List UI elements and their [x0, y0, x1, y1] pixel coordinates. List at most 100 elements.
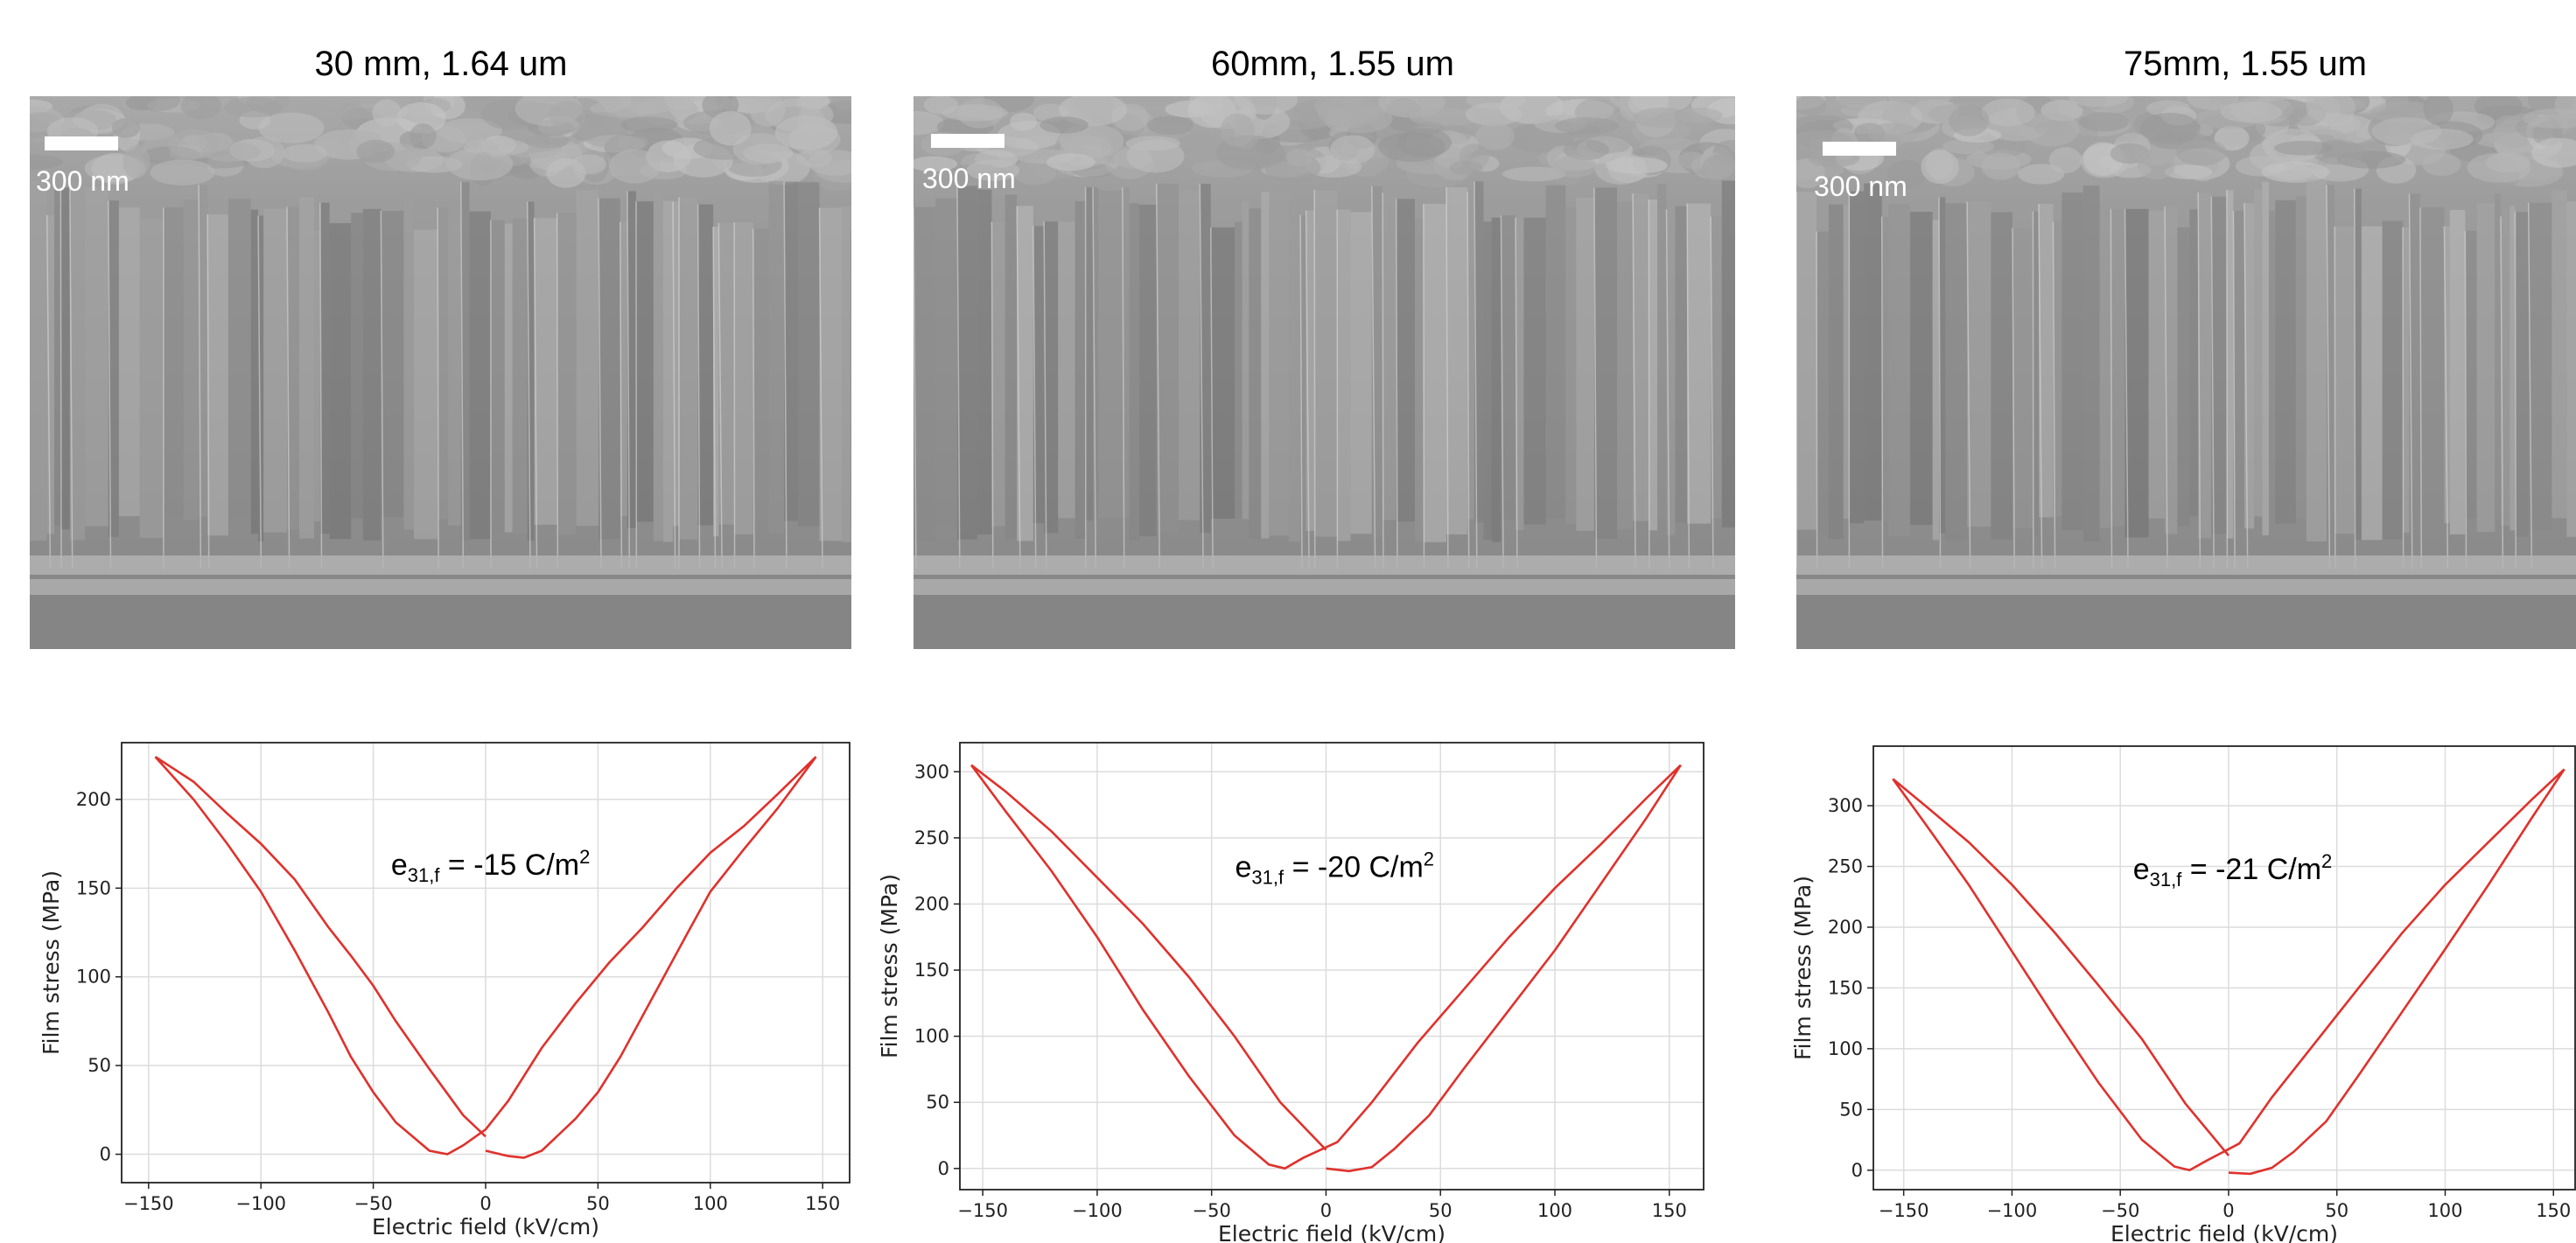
- y-tick-label: 150: [914, 960, 949, 981]
- y-tick-label: 50: [926, 1092, 949, 1113]
- column-edge: [1371, 185, 1376, 569]
- column: [228, 199, 251, 517]
- grain: [2530, 137, 2576, 168]
- column-edge: [2326, 185, 2331, 569]
- column: [2211, 196, 2227, 534]
- grain: [1887, 96, 1951, 108]
- grain: [2137, 150, 2176, 180]
- column: [490, 220, 505, 534]
- column-edge: [2408, 193, 2413, 569]
- column-edge: [2354, 188, 2356, 569]
- column-edge: [2052, 221, 2056, 569]
- grain: [1234, 96, 1298, 115]
- column-edge: [718, 222, 723, 569]
- column-edge: [2419, 207, 2423, 569]
- column-edge: [198, 185, 202, 569]
- column: [1129, 203, 1140, 541]
- column: [163, 207, 184, 517]
- column: [1269, 190, 1289, 536]
- column: [1796, 192, 1817, 530]
- grain: [150, 159, 215, 185]
- column-edge: [696, 204, 701, 569]
- plot-frame: [1872, 745, 2576, 1191]
- grain: [223, 97, 284, 118]
- column: [2110, 208, 2125, 527]
- column: [713, 227, 719, 537]
- grain: [942, 104, 1008, 122]
- column: [2295, 196, 2306, 519]
- column: [1337, 209, 1351, 541]
- column-edge: [1032, 226, 1037, 569]
- x-tick-label: −100: [1987, 1200, 2038, 1221]
- scale-label: 300 nm: [1814, 171, 1908, 202]
- column: [329, 223, 352, 540]
- grain: [396, 101, 446, 134]
- column-edge: [1313, 190, 1316, 569]
- x-tick-label: 100: [1537, 1200, 1572, 1221]
- column: [1474, 181, 1484, 523]
- column: [1828, 204, 1844, 540]
- interface: [1796, 555, 2576, 575]
- grain: [2306, 96, 2356, 124]
- column: [2099, 205, 2111, 528]
- column-edge: [672, 201, 676, 569]
- column: [46, 214, 55, 534]
- x-axis-label: Electric field (kV/cm): [1218, 1221, 1446, 1243]
- grain: [732, 133, 789, 165]
- grain: [2018, 164, 2065, 185]
- x-tick-label: 50: [2325, 1200, 2348, 1221]
- x-tick-label: 100: [693, 1193, 728, 1214]
- grain: [1886, 159, 1927, 190]
- grain: [608, 149, 661, 184]
- grain: [2068, 96, 2129, 108]
- y-axis-label: Film stress (MPa): [1790, 876, 1816, 1060]
- column: [2226, 190, 2234, 539]
- column-edge: [1210, 227, 1214, 569]
- column: [1044, 221, 1059, 534]
- column-edge: [257, 215, 262, 569]
- annotation-symbol: e: [1236, 850, 1252, 883]
- grain: [258, 112, 325, 143]
- column: [1350, 212, 1372, 534]
- column-edge: [380, 211, 384, 569]
- y-axis-label: Film stress (MPa): [38, 870, 64, 1055]
- column: [1098, 190, 1123, 519]
- grain: [1981, 98, 2035, 127]
- column-edge: [60, 187, 62, 569]
- interface: [914, 555, 1735, 575]
- column: [1687, 203, 1712, 524]
- x-tick-label: 50: [1429, 1200, 1452, 1221]
- column-edge: [1966, 201, 1971, 569]
- column-edge: [626, 191, 631, 569]
- column: [991, 221, 1005, 527]
- grain: [1942, 138, 1994, 155]
- grain: [1502, 166, 1566, 182]
- column: [438, 207, 449, 520]
- column: [2403, 227, 2410, 533]
- column-edge: [1515, 217, 1518, 569]
- column: [1058, 221, 1075, 519]
- column: [976, 189, 992, 534]
- column-edge: [2012, 227, 2015, 569]
- x-tick-label: 100: [2427, 1200, 2462, 1221]
- column: [752, 228, 769, 520]
- column: [1888, 204, 1911, 537]
- grain: [1553, 155, 1597, 178]
- column-edge: [206, 214, 210, 569]
- column: [1017, 206, 1033, 541]
- column: [718, 222, 735, 525]
- column: [1864, 183, 1882, 521]
- column: [512, 218, 528, 534]
- x-tick-label: 0: [1320, 1200, 1332, 1221]
- column: [1314, 190, 1338, 537]
- column-edge: [620, 221, 623, 569]
- annotation: e31,f = -15 C/m2: [391, 846, 591, 886]
- grain: [2175, 139, 2228, 166]
- column-edge: [1632, 193, 1636, 569]
- column-edge: [2197, 192, 2202, 569]
- column: [30, 180, 47, 541]
- annotation-superscript: 2: [2321, 850, 2332, 872]
- column: [2361, 226, 2383, 541]
- column: [54, 187, 61, 526]
- scale-bar: [931, 134, 1004, 148]
